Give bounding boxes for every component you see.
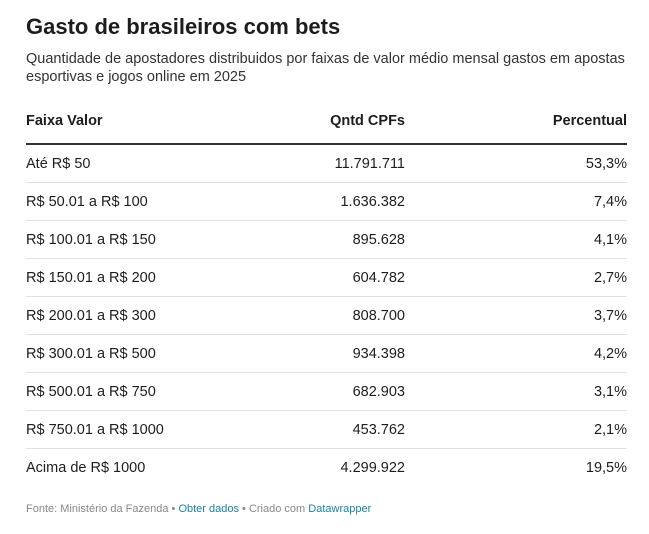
chart-title: Gasto de brasileiros com bets	[26, 14, 341, 39]
cell-faixa-valor: R$ 200.01 a R$ 300	[26, 296, 256, 335]
cell-qntd-cpfs: 453.762	[256, 410, 405, 449]
table-row: R$ 100.01 a R$ 150 895.628 4,1%	[26, 220, 627, 259]
cell-faixa-valor: Acima de R$ 1000	[26, 459, 146, 476]
cell-qntd-cpfs: 682.903	[256, 372, 405, 411]
cell-faixa-valor: R$ 100.01 a R$ 150	[26, 220, 256, 259]
cell-qntd-cpfs: 808.700	[256, 296, 405, 335]
column-header-faixa-valor[interactable]: Faixa Valor	[26, 113, 256, 145]
footer-separator: •	[238, 503, 249, 515]
source-note: Fonte: Ministério da Fazenda	[26, 503, 169, 515]
chart-subtitle: Quantidade de apostadores distribuidos p…	[26, 51, 625, 85]
cell-faixa-valor: R$ 750.01 a R$ 1000	[26, 410, 256, 449]
table-row: R$ 300.01 a R$ 500 934.398 4,2%	[26, 334, 627, 373]
cell-faixa-valor: R$ 150.01 a R$ 200	[26, 258, 256, 297]
cell-percentual: 2,7%	[405, 258, 627, 297]
cell-percentual: 2,1%	[405, 410, 627, 449]
chart-container: Gasto de brasileiros com bets Quantidade…	[26, 12, 627, 486]
cell-percentual: 19,5%	[585, 459, 627, 476]
table-row: R$ 50.01 a R$ 100 1.636.382 7,4%	[26, 182, 627, 221]
cell-percentual: 4,1%	[405, 220, 627, 259]
cell-qntd-cpfs: 4.299.922	[340, 459, 405, 476]
cell-qntd-cpfs: 1.636.382	[256, 182, 405, 221]
table-row: R$ 150.01 a R$ 200 604.782 2,7%	[26, 258, 627, 297]
get-data-link[interactable]: Obter dados	[178, 503, 239, 515]
column-header-qntd-cpfs[interactable]: Qntd CPFs	[256, 113, 405, 145]
cell-percentual: 3,7%	[405, 296, 627, 335]
cell-qntd-cpfs: 604.782	[256, 258, 405, 297]
footer-separator: •	[168, 503, 179, 515]
cell-percentual: 3,1%	[405, 372, 627, 411]
created-with-label: Criado com	[248, 503, 306, 515]
cell-faixa-valor: R$ 300.01 a R$ 500	[26, 334, 256, 373]
cell-percentual: 53,3%	[405, 144, 627, 183]
cell-percentual: 7,4%	[405, 182, 627, 221]
cell-qntd-cpfs: 934.398	[256, 334, 405, 373]
cell-qntd-cpfs: 895.628	[256, 220, 405, 259]
table-row: Acima de R$ 1000 4.299.922 19,5%	[26, 449, 627, 487]
data-table: Faixa Valor Qntd CPFs Percentual Até R$ …	[26, 113, 627, 486]
cell-faixa-valor: Até R$ 50	[26, 144, 256, 183]
column-header-percentual[interactable]: Percentual	[405, 113, 627, 145]
cell-percentual: 4,2%	[405, 334, 627, 373]
table-row: R$ 750.01 a R$ 1000 453.762 2,1%	[26, 410, 627, 449]
chart-footer: Fonte: Ministério da Fazenda • Obter dad…	[26, 503, 371, 515]
table-row: R$ 200.01 a R$ 300 808.700 3,7%	[26, 296, 627, 335]
cell-qntd-cpfs: 11.791.711	[256, 144, 405, 183]
cell-faixa-valor: R$ 50.01 a R$ 100	[26, 182, 256, 221]
table-row: Até R$ 50 11.791.711 53,3%	[26, 144, 627, 183]
cell-faixa-valor: R$ 500.01 a R$ 750	[26, 372, 256, 411]
datawrapper-link[interactable]: Datawrapper	[308, 503, 372, 515]
table-row: R$ 500.01 a R$ 750 682.903 3,1%	[26, 372, 627, 411]
table-header-row: Faixa Valor Qntd CPFs Percentual	[26, 113, 627, 145]
